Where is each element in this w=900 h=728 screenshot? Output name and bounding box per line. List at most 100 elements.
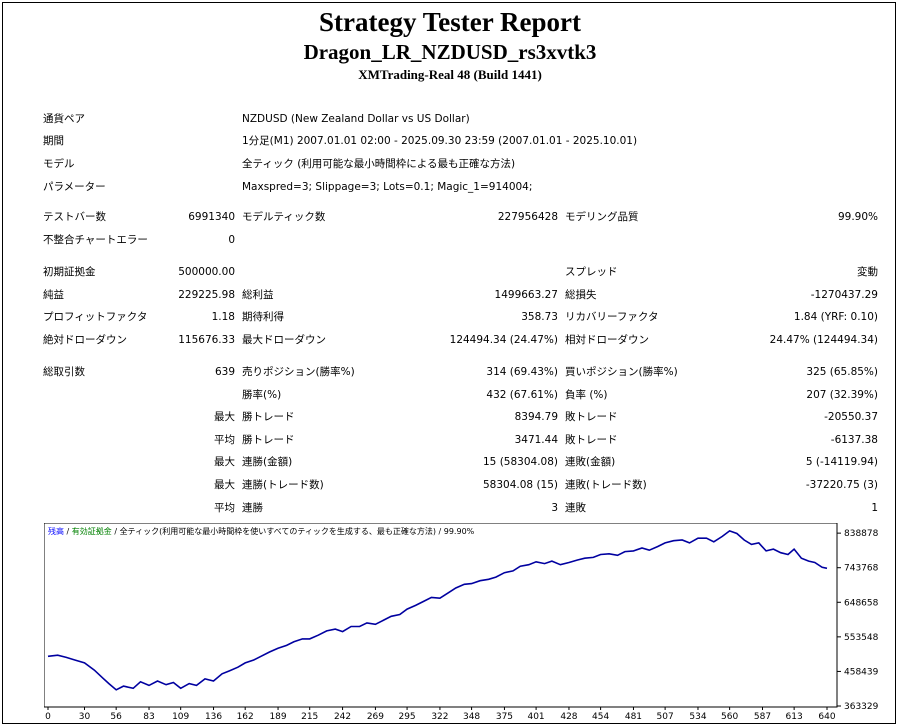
mismatch-value: 0 <box>228 234 235 246</box>
x-tick-label: 83 <box>143 712 154 721</box>
recovery-factor-label: リカバリーファクタ <box>565 311 659 323</box>
recovery-factor-value: 1.84 (YRF: 0.10) <box>793 311 878 323</box>
x-tick-label: 215 <box>301 712 318 721</box>
avg-consec-wins-label: 連勝 <box>242 502 263 514</box>
avg-consec-wins-value: 3 <box>551 502 558 514</box>
consec-losses-count-value: -37220.75 (3) <box>805 479 878 491</box>
y-tick-label: 363329 <box>844 702 879 712</box>
total-trades-value: 639 <box>214 366 235 378</box>
mismatch-label: 不整合チャートエラー <box>43 234 148 246</box>
legend-balance: 残高 <box>48 526 64 536</box>
short-positions-value: 314 (69.43%) <box>486 366 558 378</box>
x-tick-label: 454 <box>592 712 609 721</box>
x-tick-label: 109 <box>172 712 189 721</box>
abs-drawdown-value: 115676.33 <box>178 334 235 346</box>
long-positions-value: 325 (65.85%) <box>806 366 878 378</box>
report-title: Strategy Tester Report <box>319 7 581 37</box>
y-tick-label: 553548 <box>844 633 879 643</box>
model-value: 全ティック (利用可能な最小時間枠による最も正確な方法) <box>242 158 516 170</box>
x-tick-label: 162 <box>237 712 254 721</box>
deposit-value: 500000.00 <box>178 266 235 278</box>
period-label: 期間 <box>43 135 64 147</box>
quality-value: 99.90% <box>837 211 878 223</box>
loss-rate-label: 負率 (%) <box>565 389 608 401</box>
gross-loss-label: 総損失 <box>565 289 597 301</box>
y-tick-label: 458439 <box>844 667 879 677</box>
gross-loss-value: -1270437.29 <box>810 289 878 301</box>
largest-prefix: 最大 <box>214 411 235 423</box>
avg-win-value: 3471.44 <box>514 434 558 446</box>
x-tick-label: 56 <box>110 712 122 721</box>
consec-losses-money-value: 5 (-14119.94) <box>805 456 878 468</box>
quality-label: モデリング品質 <box>565 211 639 223</box>
x-tick-label: 640 <box>818 712 835 721</box>
y-axis-ticks: 838878 743768 648658 553548 458439 363329 <box>837 529 879 712</box>
short-positions-label: 売りポジション(勝率%) <box>242 366 355 378</box>
max-drawdown-value: 124494.34 (24.47%) <box>449 334 558 346</box>
period-value: 1分足(M1) 2007.01.01 02:00 - 2025.09.30 23… <box>242 135 638 147</box>
largest-loss-value: -20550.37 <box>824 411 878 423</box>
x-tick-label: 507 <box>657 712 674 721</box>
model-label: モデル <box>43 158 75 170</box>
params-value: Maxspred=3; Slippage=3; Lots=0.1; Magic_… <box>242 181 533 193</box>
gross-profit-value: 1499663.27 <box>494 289 558 301</box>
legend-equity: 有効証拠金 <box>72 526 112 536</box>
x-tick-label: 560 <box>721 712 738 721</box>
symbol-label: 通貨ペア <box>43 113 85 125</box>
consec-wins-money-label: 連勝(金額) <box>242 456 293 468</box>
consec-wins-money-value: 15 (58304.08) <box>483 456 558 468</box>
gross-profit-label: 総利益 <box>242 289 274 301</box>
x-axis-ticks: 0 30 56 83 109 136 162 189 215 242 269 295 322 348 375… <box>45 707 836 721</box>
legend-separator: / <box>112 527 120 536</box>
consec-losses-money-label: 連敗(金額) <box>565 456 616 468</box>
x-tick-label: 348 <box>463 712 480 721</box>
profit-factor-value: 1.18 <box>211 311 235 323</box>
max-prefix-3: 最大 <box>214 479 235 491</box>
profit-factor-label: プロフィットファクタ <box>43 311 148 323</box>
x-tick-label: 428 <box>560 712 577 721</box>
average-prefix: 平均 <box>214 434 235 446</box>
consec-losses-count-label: 連敗(トレード数) <box>565 479 647 491</box>
average-prefix-2: 平均 <box>214 502 235 514</box>
x-tick-label: 481 <box>625 712 642 721</box>
largest-win-label: 勝トレード <box>242 411 295 423</box>
legend-separator: / <box>436 527 444 536</box>
total-trades-label: 総取引数 <box>43 366 85 378</box>
x-tick-label: 136 <box>205 712 222 721</box>
spread-label: スプレッド <box>565 266 618 278</box>
expected-payoff-label: 期待利得 <box>242 311 284 323</box>
abs-drawdown-label: 絶対ドローダウン <box>43 334 127 346</box>
avg-win-label: 勝トレード <box>242 434 295 446</box>
win-rate-value: 432 (67.61%) <box>486 389 558 401</box>
ticks-value: 227956428 <box>497 211 558 223</box>
x-tick-label: 401 <box>527 712 544 721</box>
rel-drawdown-value: 24.47% (124494.34) <box>769 334 878 346</box>
win-rate-label: 勝率(%) <box>242 389 282 401</box>
legend-model: 全ティック(利用可能な最小時間枠を使いすべてのティックを生成する、最も正確な方法… <box>120 526 436 536</box>
x-tick-label: 613 <box>786 712 803 721</box>
y-tick-label: 648658 <box>844 598 879 608</box>
expected-payoff-value: 358.73 <box>521 311 558 323</box>
server-build: XMTrading-Real 48 (Build 1441) <box>358 67 542 82</box>
plot-area <box>44 523 838 708</box>
x-tick-label: 242 <box>334 712 351 721</box>
rel-drawdown-label: 相対ドローダウン <box>565 334 649 346</box>
x-tick-label: 587 <box>754 712 771 721</box>
consec-wins-count-label: 連勝(トレード数) <box>242 479 324 491</box>
legend-quality: 99.90% <box>444 527 475 536</box>
x-tick-label: 375 <box>496 712 513 721</box>
consec-wins-count-value: 58304.08 (15) <box>483 479 558 491</box>
deposit-label: 初期証拠金 <box>43 266 96 278</box>
x-tick-label: 322 <box>431 712 448 721</box>
net-profit-label: 純益 <box>43 289 64 301</box>
avg-consec-losses-label: 連敗 <box>565 502 586 514</box>
net-profit-value: 229225.98 <box>178 289 235 301</box>
avg-loss-label: 敗トレード <box>565 434 618 446</box>
bars-value: 6991340 <box>188 211 235 223</box>
avg-consec-losses-value: 1 <box>871 502 878 514</box>
largest-loss-label: 敗トレード <box>565 411 618 423</box>
bars-label: テストバー数 <box>43 211 106 223</box>
avg-loss-value: -6137.38 <box>830 434 878 446</box>
symbol-value: NZDUSD (New Zealand Dollar vs US Dollar) <box>242 113 470 125</box>
